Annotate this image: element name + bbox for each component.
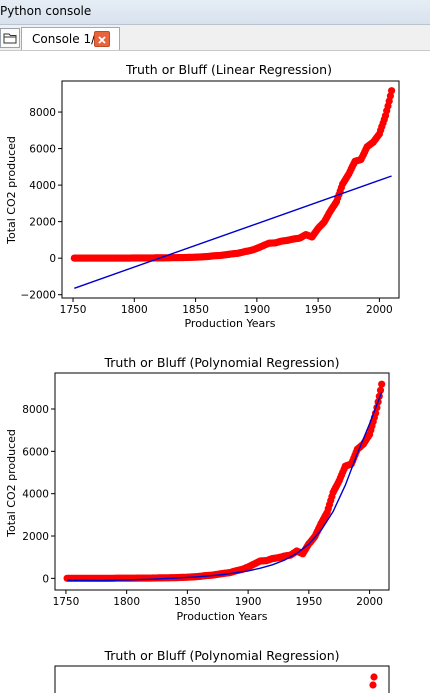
y-tick-label: 6000 (29, 144, 56, 156)
x-tick-label: 1850 (182, 304, 209, 316)
y-tick-label: 2000 (22, 531, 49, 543)
x-tick-label: 1800 (113, 596, 140, 608)
data-point (388, 87, 396, 95)
chart-polynomial-regression: Truth or Bluff (Polynomial Regression) 1… (5, 355, 390, 623)
y-tick-label: 4000 (29, 180, 56, 192)
x-tick-label: 1950 (295, 596, 322, 608)
axes-frame (61, 80, 400, 299)
y-tick-label: −2000 (20, 290, 56, 302)
x-tick-label: 1950 (305, 304, 332, 316)
x-tick-label: 1750 (53, 596, 80, 608)
data-point (376, 386, 385, 394)
folder-icon (3, 33, 17, 44)
plot-area (70, 87, 396, 289)
plot-area (63, 380, 386, 582)
chart-polynomial-regression-2: Truth or Bluff (Polynomial Regression) (54, 648, 390, 693)
x-tick-label: 1900 (243, 304, 270, 316)
chart-title: Truth or Bluff (Polynomial Regression) (103, 355, 339, 370)
y-axis: 0 2000 4000 6000 8000 (22, 404, 55, 585)
data-point (369, 681, 377, 689)
y-tick-label: 6000 (22, 446, 49, 458)
y-tick-label: 0 (42, 573, 49, 585)
y-tick-label: 4000 (22, 489, 49, 501)
x-axis: 1750 1800 1850 1900 1950 2000 (53, 590, 383, 608)
chart-title: Truth or Bluff (Polynomial Regression) (103, 648, 339, 663)
y-tick-label: 0 (49, 253, 56, 265)
plot-output: Truth or Bluff (Linear Regression) 1750 1… (5, 62, 400, 693)
console-tab-bar: Console 1/A (0, 25, 430, 51)
console-title-bar: Python console (0, 0, 430, 25)
chart-linear-regression: Truth or Bluff (Linear Regression) 1750 1… (5, 62, 400, 330)
regression-line (67, 391, 383, 582)
y-tick-label: 2000 (29, 217, 56, 229)
close-tab-button[interactable] (94, 31, 110, 47)
x-tick-label: 1850 (174, 596, 201, 608)
y-axis: −2000 0 2000 4000 6000 8000 (20, 107, 62, 302)
y-tick-label: 8000 (29, 107, 56, 119)
x-axis-label: Production Years (176, 610, 267, 623)
window-title: Python console (0, 4, 92, 18)
x-tick-label: 2000 (366, 304, 393, 316)
x-tick-label: 1800 (121, 304, 148, 316)
y-axis-label: Total CO2 produced (5, 429, 18, 538)
x-axis: 1750 1800 1850 1900 1950 2000 (60, 298, 393, 316)
browse-tabs-button[interactable] (0, 28, 20, 48)
y-tick-label: 8000 (22, 404, 49, 416)
x-tick-label: 1750 (60, 304, 87, 316)
console-output-area[interactable]: Truth or Bluff (Linear Regression) 1750 1… (0, 51, 430, 693)
regression-line (74, 175, 392, 289)
axes-frame (54, 665, 390, 693)
chart-title: Truth or Bluff (Linear Regression) (125, 62, 332, 77)
tab-console-1a[interactable]: Console 1/A (21, 27, 120, 50)
x-tick-label: 2000 (356, 596, 383, 608)
axes-frame (54, 372, 390, 591)
tab-label: Console 1/A (32, 32, 104, 46)
y-axis-label: Total CO2 produced (5, 136, 18, 245)
x-axis-label: Production Years (184, 317, 275, 330)
data-point (378, 380, 386, 388)
data-point (370, 673, 378, 681)
x-tick-label: 1900 (235, 596, 262, 608)
close-icon (98, 36, 106, 44)
